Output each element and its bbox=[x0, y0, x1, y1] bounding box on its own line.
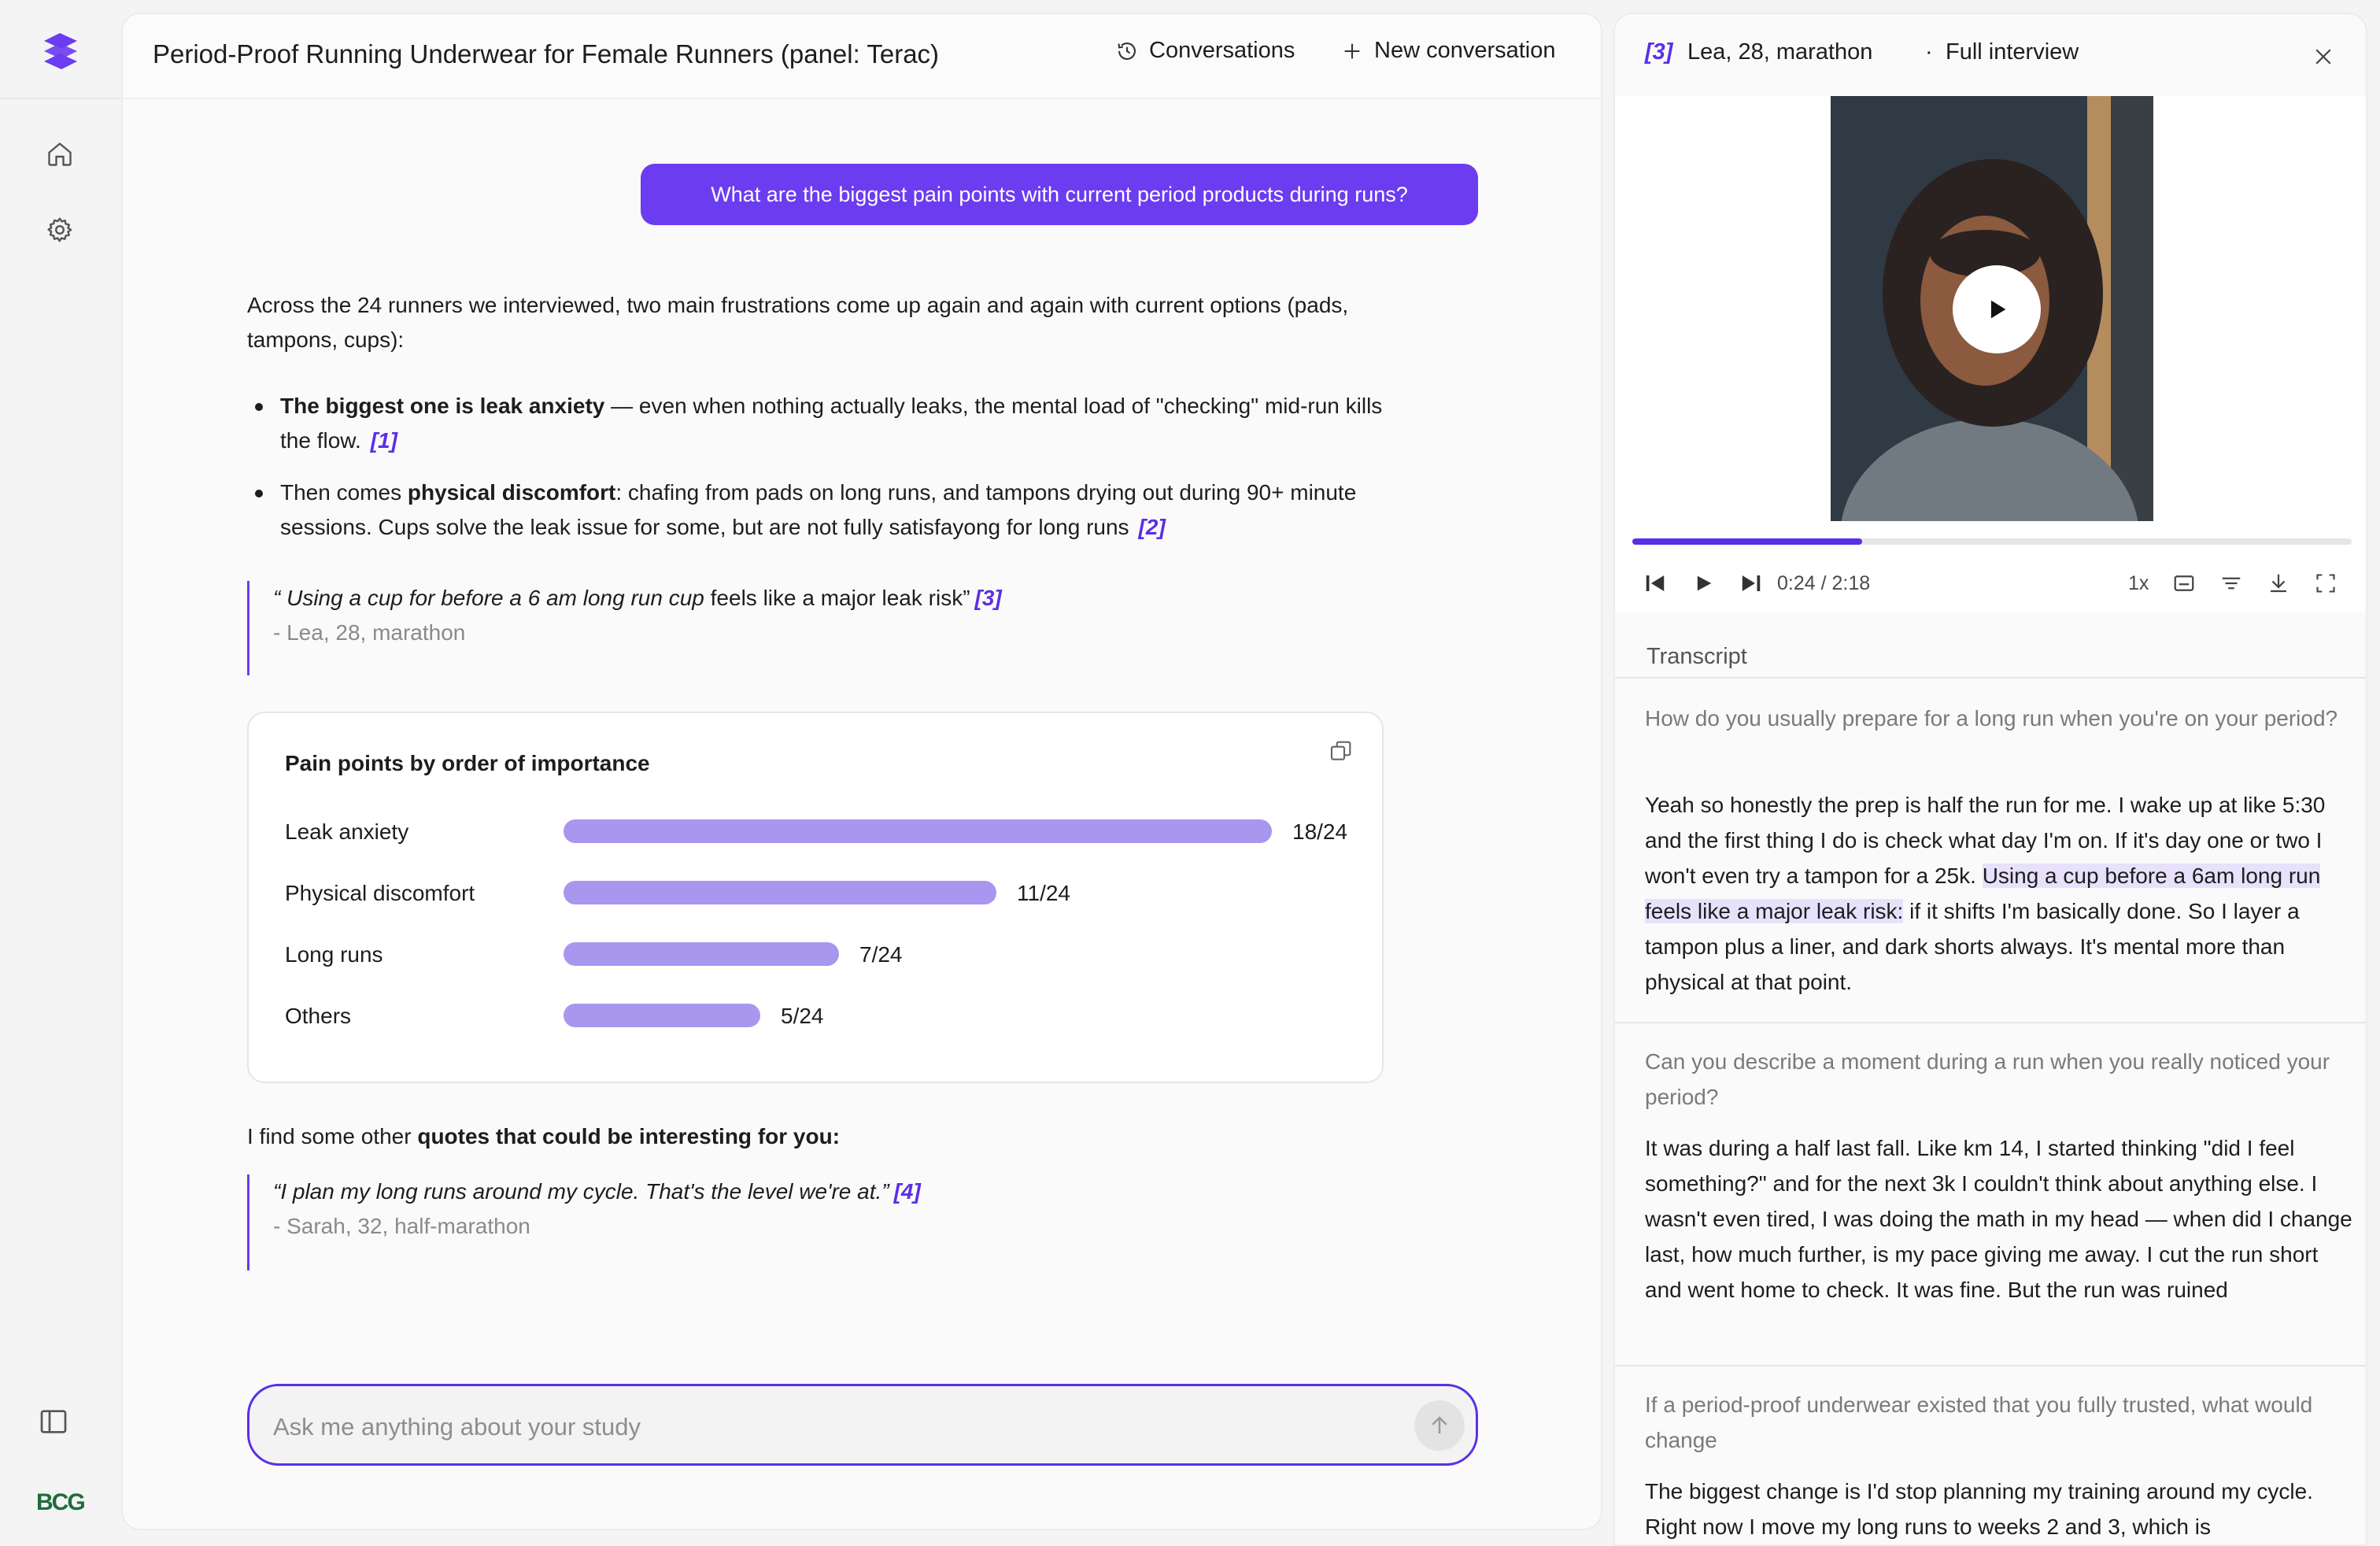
app-logo-icon[interactable] bbox=[39, 30, 82, 72]
page-title: Period-Proof Running Underwear for Femal… bbox=[153, 39, 940, 68]
quote-text: “ Using a cup for before a 6 am long run… bbox=[273, 581, 1002, 616]
plus-icon bbox=[1344, 43, 1360, 58]
chart-title: Pain points by order of importance bbox=[285, 751, 650, 775]
quote-block: “ Using a cup for before a 6 am long run… bbox=[247, 581, 1002, 675]
arrow-up-icon bbox=[1432, 1416, 1447, 1433]
gear-icon[interactable] bbox=[41, 211, 79, 249]
quote-source: - Sarah, 32, half-marathon bbox=[273, 1214, 530, 1238]
chart-value-label: 5/24 bbox=[781, 1004, 824, 1028]
send-button[interactable] bbox=[1414, 1400, 1465, 1451]
other-intro-bold: quotes that could be interesting for you… bbox=[417, 1124, 841, 1148]
conversations-label: Conversations bbox=[1149, 38, 1295, 63]
list-item: The biggest one is leak anxiety — even w… bbox=[247, 389, 1388, 458]
citation-link[interactable]: [3] bbox=[974, 586, 1002, 610]
new-conversation-button[interactable]: New conversation bbox=[1341, 38, 1556, 64]
bullet-text: : chafing from pads on long runs, and ta… bbox=[280, 480, 1357, 539]
chart-value-label: 11/24 bbox=[1017, 881, 1070, 905]
transcript-question: Can you describe a moment during a run w… bbox=[1645, 1049, 2330, 1109]
bcg-logo: BCG bbox=[36, 1489, 86, 1515]
chart-category-label: Leak anxiety bbox=[285, 819, 408, 844]
answer-text: if it shifts I'm basically done. So I la… bbox=[1645, 899, 2300, 994]
play-overlay-button[interactable] bbox=[1953, 265, 2041, 353]
chat-header: Period-Proof Running Underwear for Femal… bbox=[123, 14, 1601, 99]
playback-time: 0:24 / 2:18 bbox=[1777, 572, 1871, 594]
rail-divider bbox=[0, 98, 120, 99]
answer-bullets: The biggest one is leak anxiety — even w… bbox=[247, 389, 1388, 545]
transcript-question: If a period-proof underwear existed that… bbox=[1645, 1393, 2313, 1452]
interview-panel: [3] Lea, 28, marathon · Full interview bbox=[1613, 13, 2367, 1546]
playback-speed[interactable]: 1x bbox=[2128, 572, 2149, 594]
chart-category-label: Physical discomfort bbox=[285, 881, 475, 905]
transcript-question: How do you usually prepare for a long ru… bbox=[1645, 706, 2338, 730]
video-player[interactable] bbox=[1615, 96, 2366, 521]
transcript-answer: The biggest change is I'd stop planning … bbox=[1645, 1479, 2313, 1539]
chart-value-label: 18/24 bbox=[1292, 819, 1347, 844]
copy-icon[interactable] bbox=[1325, 735, 1357, 767]
quote-italic: “ Using a cup for before a 6 am long run… bbox=[273, 586, 704, 610]
assistant-answer: Across the 24 runners we interviewed, tw… bbox=[247, 288, 1388, 562]
chart-bar bbox=[564, 881, 996, 904]
chart-value-label: 7/24 bbox=[859, 942, 903, 967]
bullet-bold: physical discomfort bbox=[407, 480, 616, 505]
chart-category-label: Others bbox=[285, 1004, 351, 1028]
answer-text: Yeah so honestly the prep is half the ru… bbox=[1645, 793, 2326, 888]
chart-bar bbox=[564, 819, 1272, 843]
interview-ref: [3] bbox=[1645, 39, 1673, 65]
interviewee-name: Lea, 28, marathon bbox=[1687, 39, 1873, 65]
bullet-bold: The biggest one is leak anxiety bbox=[280, 394, 605, 418]
transcript-divider bbox=[1615, 677, 2366, 679]
interview-header: [3] Lea, 28, marathon · Full interview bbox=[1615, 14, 2366, 96]
conversations-button[interactable]: Conversations bbox=[1116, 38, 1295, 64]
citation-link[interactable]: [4] bbox=[893, 1179, 921, 1204]
ask-input[interactable] bbox=[273, 1410, 1375, 1444]
chat-panel: Period-Proof Running Underwear for Femal… bbox=[121, 13, 1602, 1530]
other-quotes-intro: I find some other quotes that could be i… bbox=[247, 1119, 840, 1154]
transcript-divider bbox=[1615, 1022, 2366, 1023]
play-icon[interactable] bbox=[1691, 570, 1717, 597]
transcript-divider bbox=[1615, 1365, 2366, 1367]
quote-source: - Lea, 28, marathon bbox=[273, 620, 466, 645]
new-conversation-label: New conversation bbox=[1374, 38, 1556, 63]
header-separator: · bbox=[1925, 39, 1933, 65]
ask-box bbox=[247, 1384, 1478, 1466]
skip-back-icon[interactable] bbox=[1642, 570, 1669, 597]
chart-bar bbox=[564, 942, 839, 966]
answer-intro: Across the 24 runners we interviewed, tw… bbox=[247, 293, 1349, 352]
play-icon bbox=[1990, 300, 2006, 319]
filter-icon[interactable] bbox=[2218, 570, 2245, 597]
close-icon[interactable] bbox=[2308, 41, 2339, 72]
quote-plain: feels like a major leak risk” bbox=[704, 586, 970, 610]
full-interview-label: Full interview bbox=[1946, 39, 2079, 65]
video-frame bbox=[1615, 96, 2366, 521]
quote-block: “I plan my long runs around my cycle. Th… bbox=[247, 1174, 921, 1270]
list-item: Then comes physical discomfort: chafing … bbox=[247, 475, 1388, 545]
fullscreen-icon[interactable] bbox=[2312, 570, 2339, 597]
chart-card: Pain points by order of importance Leak … bbox=[247, 712, 1384, 1083]
download-icon[interactable] bbox=[2265, 570, 2292, 597]
citation-link[interactable]: [2] bbox=[1138, 515, 1166, 539]
bullet-pre: Then comes bbox=[280, 480, 408, 505]
seek-progress bbox=[1632, 538, 1863, 545]
skip-forward-icon[interactable] bbox=[1738, 570, 1765, 597]
user-question-bubble: What are the biggest pain points with cu… bbox=[641, 164, 1478, 225]
home-icon[interactable] bbox=[41, 135, 79, 173]
left-rail: BCG bbox=[0, 0, 120, 1546]
seek-bar[interactable] bbox=[1632, 538, 2352, 545]
citation-link[interactable]: [1] bbox=[370, 428, 397, 453]
chart-bar bbox=[564, 1004, 760, 1027]
transcript-answer: It was during a half last fall. Like km … bbox=[1645, 1136, 2352, 1302]
bullet-text: — even when nothing actually leaks, the … bbox=[280, 394, 1383, 453]
sidebar-toggle-icon[interactable] bbox=[38, 1406, 69, 1437]
transcript-heading: Transcript bbox=[1646, 644, 1747, 669]
chart-category-label: Long runs bbox=[285, 942, 383, 967]
history-icon bbox=[1118, 42, 1136, 60]
quote-text: “I plan my long runs around my cycle. Th… bbox=[273, 1174, 921, 1209]
player-controls: 0:24 / 2:18 1x bbox=[1615, 521, 2366, 612]
quote-italic: “I plan my long runs around my cycle. Th… bbox=[273, 1179, 889, 1204]
captions-icon[interactable] bbox=[2171, 570, 2197, 597]
bar-chart: Leak anxiety 18/24 Physical discomfort 11/2… bbox=[285, 819, 1347, 1028]
transcript-answer: Yeah so honestly the prep is half the ru… bbox=[1645, 787, 2353, 1000]
other-intro-pre: I find some other bbox=[247, 1124, 418, 1148]
